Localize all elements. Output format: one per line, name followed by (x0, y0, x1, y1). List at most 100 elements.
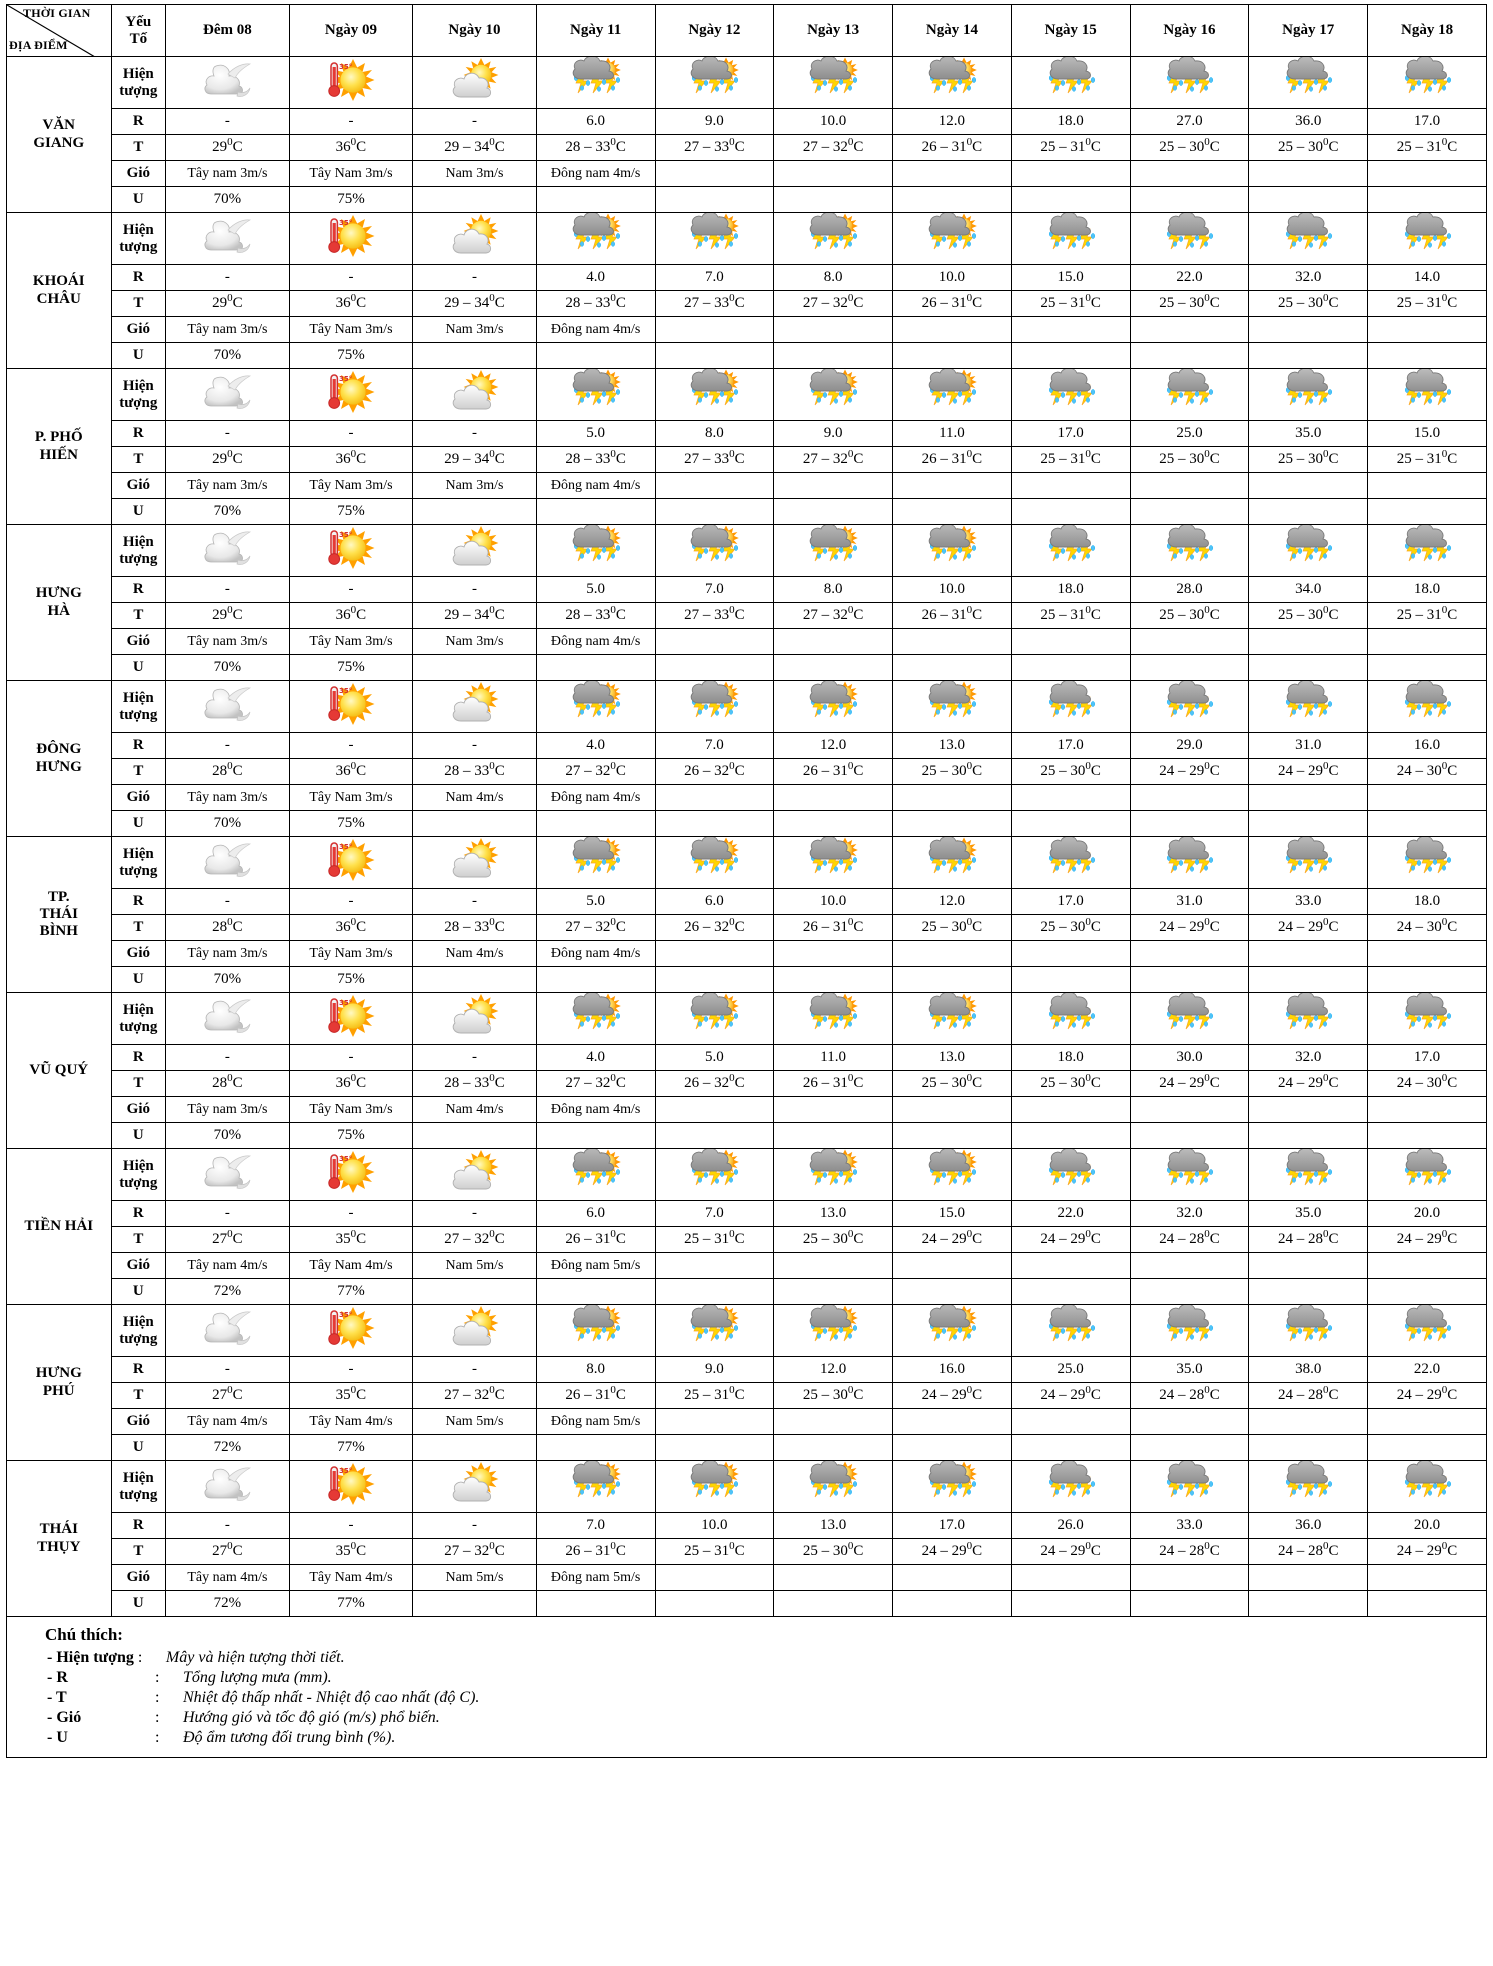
temperature-cell-kho-i-ch-u-d5: 27 – 330C (654, 290, 775, 317)
storm-sun-icon (804, 57, 862, 104)
humidity-cell-h-ng-ph-d2: 77% (288, 1434, 414, 1461)
legend-colon: : (155, 1729, 160, 1746)
storm-sun-icon (923, 57, 981, 104)
humidity-cell-v-qu-d5 (654, 1122, 775, 1149)
phenomenon-cell-p-ph-hi-n-d9 (1129, 368, 1250, 421)
temperature-cell-v-qu-d11: 24 – 300C (1367, 1070, 1487, 1097)
temperature-cell-v-n-giang-d6: 27 – 320C (773, 134, 894, 161)
humidity-cell-h-ng-h-d3 (412, 654, 537, 681)
storm-icon (1042, 837, 1100, 884)
factor-label-rainfall: R (110, 1356, 167, 1383)
forecast-row-rainfall: R - - -7.0 10.0 13.0 17.0 26.0 33.0 36.0 20.0 (7, 1512, 1487, 1539)
rainfall-cell-tp-th-i-b-nh-d1: - (165, 888, 290, 915)
rainfall-cell-tp-th-i-b-nh-d10: 33.0 (1248, 888, 1369, 915)
rainfall-cell-h-ng-h-d2: - (288, 576, 414, 603)
factor-label-humidity: U (110, 1122, 167, 1149)
rainfall-cell-th-i-th-y-d9: 33.0 (1129, 1512, 1250, 1539)
wind-cell-ti-n-h-i-d8 (1010, 1252, 1131, 1279)
storm-sun-icon (685, 993, 743, 1040)
phenomenon-cell-ng-h-ng-d11 (1367, 680, 1487, 733)
humidity-cell-h-ng-h-d8 (1010, 654, 1131, 681)
forecast-row-phenomenon: TIỀN HẢI Hiện tượng 35° (6, 1148, 1487, 1305)
forecast-row-temperature: T 280C 360C 28 – 330C 27 – 320C 26 – 320C 26 –… (7, 758, 1487, 785)
humidity-cell-kho-i-ch-u-d6 (773, 342, 894, 369)
temperature-cell-v-n-giang-d4: 28 – 330C (535, 134, 656, 161)
temperature-cell-h-ng-ph-d5: 25 – 310C (654, 1382, 775, 1409)
humidity-cell-p-ph-hi-n-d10 (1248, 498, 1369, 525)
storm-icon (1398, 681, 1456, 728)
forecast-row-rainfall: R - - -5.0 8.0 9.0 11.0 17.0 25.0 35.0 15.0 (7, 420, 1487, 447)
svg-text:35°: 35° (339, 63, 352, 71)
storm-icon (1398, 1461, 1456, 1508)
humidity-cell-h-ng-h-d10 (1248, 654, 1369, 681)
phenomenon-cell-th-i-th-y-d4 (535, 1460, 656, 1513)
factor-label-rainfall: R (110, 576, 167, 603)
storm-icon (1398, 837, 1456, 884)
temperature-cell-v-n-giang-d3: 29 – 340C (412, 134, 537, 161)
temperature-cell-tp-th-i-b-nh-d2: 360C (288, 914, 414, 941)
storm-icon (1279, 213, 1337, 260)
temperature-cell-v-qu-d3: 28 – 330C (412, 1070, 537, 1097)
wind-cell-v-n-giang-d3: Nam 3m/s (412, 160, 537, 187)
legend-colon: : (155, 1709, 160, 1726)
svg-text:35°: 35° (339, 531, 352, 539)
wind-cell-v-qu-d3: Nam 4m/s (412, 1096, 537, 1123)
humidity-cell-tp-th-i-b-nh-d3 (412, 966, 537, 993)
wind-cell-h-ng-ph-d5 (654, 1408, 775, 1435)
wind-cell-v-qu-d4: Đông nam 4m/s (535, 1096, 656, 1123)
humidity-cell-v-n-giang-d2: 75% (288, 186, 414, 213)
rainfall-cell-kho-i-ch-u-d8: 15.0 (1010, 264, 1131, 291)
forecast-row-phenomenon: ĐÔNG HƯNG Hiện tượng 35° (6, 680, 1487, 837)
rainfall-cell-ti-n-h-i-d9: 32.0 (1129, 1200, 1250, 1227)
storm-sun-icon (923, 369, 981, 416)
phenomenon-cell-v-qu-d4 (535, 992, 656, 1045)
rainfall-cell-p-ph-hi-n-d7: 11.0 (892, 420, 1012, 447)
phenomenon-cell-kho-i-ch-u-d9 (1129, 212, 1250, 265)
factor-label-wind: Gió (110, 628, 167, 655)
storm-icon (1160, 213, 1218, 260)
rainfall-cell-kho-i-ch-u-d3: - (412, 264, 537, 291)
header-day-3: Ngày 10 (412, 4, 537, 57)
factor-label-rainfall: R (110, 108, 167, 135)
humidity-cell-ti-n-h-i-d10 (1248, 1278, 1369, 1305)
rainfall-cell-h-ng-h-d11: 18.0 (1367, 576, 1487, 603)
factor-label-wind: Gió (110, 1564, 167, 1591)
wind-cell-h-ng-h-d3: Nam 3m/s (412, 628, 537, 655)
location-name-line: TIỀN HẢI (24, 1217, 94, 1234)
forecast-row-temperature: T 290C 360C 29 – 340C 28 – 330C 27 – 330C 27 –… (7, 290, 1487, 317)
temperature-cell-h-ng-ph-d9: 24 – 280C (1129, 1382, 1250, 1409)
legend-colon: : (137, 1649, 143, 1666)
temperature-cell-tp-th-i-b-nh-d6: 26 – 310C (773, 914, 894, 941)
phenomenon-cell-ng-h-ng-d4 (535, 680, 656, 733)
storm-sun-icon (567, 681, 625, 728)
factor-label-rainfall: R (110, 1044, 167, 1071)
forecast-row-phenomenon: HƯNG HÀ Hiện tượng 35° (6, 524, 1487, 681)
factor-label-phenomenon: Hiện tượng (110, 524, 167, 577)
thermometer-icon: 35° (328, 1466, 352, 1501)
humidity-cell-th-i-th-y-d6 (773, 1590, 894, 1617)
wind-cell-h-ng-ph-d1: Tây nam 4m/s (165, 1408, 290, 1435)
temperature-cell-v-qu-d2: 360C (288, 1070, 414, 1097)
forecast-row-humidity: U 72% 77% (7, 1278, 1487, 1305)
humidity-cell-kho-i-ch-u-d10 (1248, 342, 1369, 369)
rainfall-cell-p-ph-hi-n-d11: 15.0 (1367, 420, 1487, 447)
location-name-tp-th-i-b-nh: TP. THÁI BÌNH (6, 836, 112, 993)
thermometer-icon: 35° (328, 62, 352, 97)
rainfall-cell-h-ng-ph-d9: 35.0 (1129, 1356, 1250, 1383)
factor-label-phenomenon: Hiện tượng (110, 836, 167, 889)
hot-sun-icon: 35° (322, 838, 380, 884)
phenomenon-cell-ti-n-h-i-d11 (1367, 1148, 1487, 1201)
rainfall-cell-tp-th-i-b-nh-d2: - (288, 888, 414, 915)
wind-cell-ng-h-ng-d3: Nam 4m/s (412, 784, 537, 811)
forecast-row-temperature: T 290C 360C 29 – 340C 28 – 330C 27 – 330C 27 –… (7, 446, 1487, 473)
factor-label-phenomenon: Hiện tượng (110, 212, 167, 265)
humidity-cell-ti-n-h-i-d4 (535, 1278, 656, 1305)
phenomenon-cell-kho-i-ch-u-d5 (654, 212, 775, 265)
location-name-line: HIẾN (39, 446, 78, 463)
wind-cell-ng-h-ng-d9 (1129, 784, 1250, 811)
partly-cloudy-icon (445, 526, 503, 572)
temperature-cell-v-n-giang-d8: 25 – 310C (1010, 134, 1131, 161)
phenomenon-cell-th-i-th-y-d3 (412, 1460, 537, 1513)
temperature-cell-th-i-th-y-d8: 24 – 290C (1010, 1538, 1131, 1565)
rainfall-cell-h-ng-ph-d1: - (165, 1356, 290, 1383)
